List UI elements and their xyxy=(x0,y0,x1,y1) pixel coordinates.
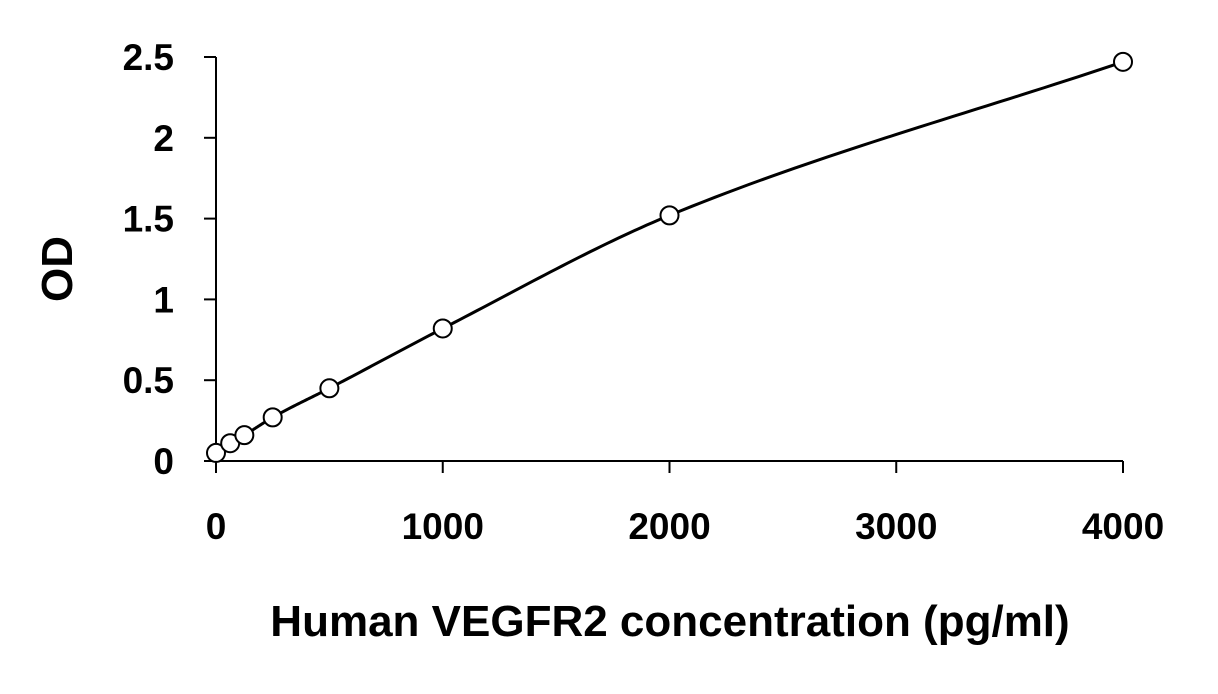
data-point xyxy=(432,318,453,339)
data-point xyxy=(319,378,340,399)
data-point xyxy=(234,425,255,446)
y-tick-label: 1 xyxy=(153,279,174,320)
y-tick-label: 0.5 xyxy=(123,360,174,401)
x-tick-label: 3000 xyxy=(855,506,937,547)
x-tick-label: 1000 xyxy=(402,506,484,547)
x-tick-label: 2000 xyxy=(628,506,710,547)
x-tick-label: 4000 xyxy=(1082,506,1164,547)
data-point xyxy=(659,205,680,226)
data-point xyxy=(262,407,283,428)
x-axis-title: Human VEGFR2 concentration (pg/ml) xyxy=(270,597,1069,646)
x-tick-label: 0 xyxy=(206,506,227,547)
y-axis-title: OD xyxy=(33,236,82,302)
fitted-curve-layer xyxy=(215,60,1124,455)
data-points xyxy=(206,51,1133,463)
axes: 0 0.5 1 1.5 2 2.5 0 1000 2000 3000 4000 xyxy=(123,37,1165,547)
fitted-curve xyxy=(215,60,1124,455)
data-point xyxy=(1113,51,1133,72)
y-tick-label: 2.5 xyxy=(123,37,174,78)
data-point xyxy=(206,442,226,463)
y-tick-label: 1.5 xyxy=(123,199,174,240)
y-tick-label: 0 xyxy=(153,441,174,482)
y-tick-label: 2 xyxy=(153,118,174,159)
